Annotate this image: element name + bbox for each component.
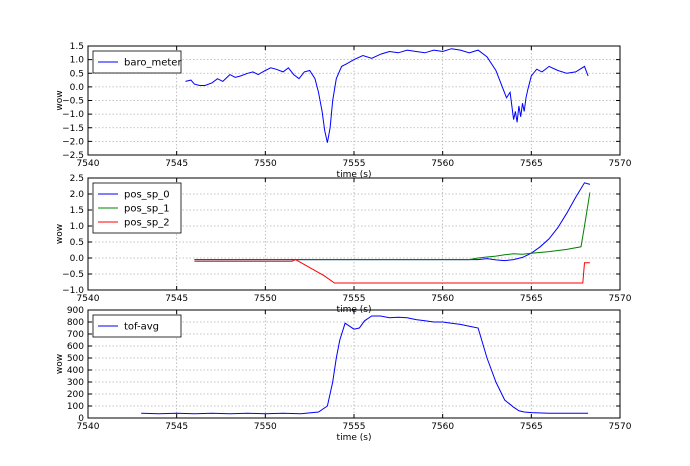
x-tick-label: 7550 (254, 294, 277, 304)
series-line-pos_sp_1 (194, 192, 591, 261)
y-tick-label: −1.0 (62, 286, 84, 296)
y-tick-label: −2.0 (62, 137, 84, 147)
chart-panel-3: 7540 7545 7550 7555 7560 7565 7570 0 100 200 300 40… (55, 306, 632, 443)
x-tick-label: 7555 (343, 422, 366, 432)
y-tick-label: 900 (67, 306, 84, 316)
y-tick-label: 100 (67, 402, 84, 412)
y-axis-label: wow (55, 90, 65, 110)
y-tick-label: 1.0 (70, 222, 85, 232)
y-tick-label: 1.5 (70, 206, 84, 216)
y-tick-label: 700 (67, 330, 84, 340)
y-tick-label: 2.0 (70, 190, 85, 200)
y-tick-label: 1.5 (70, 42, 84, 52)
x-tick-label: 7555 (343, 294, 366, 304)
y-tick-label: −2.5 (62, 151, 84, 161)
x-axis-label: time (s) (337, 170, 372, 180)
series-line-tof-avg (141, 315, 589, 415)
y-tick-label: 400 (67, 366, 84, 376)
y-tick-label: 1.0 (70, 56, 85, 66)
series-line-baro_meter (185, 48, 589, 143)
y-tick-label: 300 (67, 378, 84, 388)
y-tick-label: 600 (67, 342, 84, 352)
x-tick-label: 7545 (165, 294, 188, 304)
y-tick-label: 800 (67, 318, 84, 328)
series-line-pos_sp_2 (194, 259, 590, 284)
x-tick-label: 7550 (254, 422, 277, 432)
x-axis-label: time (s) (337, 433, 372, 443)
x-tick-label: 7545 (165, 422, 188, 432)
y-tick-label: 0 (78, 414, 84, 424)
legend-label-pos_sp_1: pos_sp_1 (124, 204, 170, 215)
y-axis-label: wow (55, 224, 65, 244)
y-tick-label: 2.5 (70, 174, 84, 184)
x-tick-label: 7555 (343, 159, 366, 169)
y-tick-label: −1.0 (62, 110, 84, 120)
y-tick-label: 500 (67, 354, 84, 364)
x-tick-label: 7565 (520, 422, 543, 432)
y-tick-label: 200 (67, 390, 84, 400)
y-tick-label: 0.0 (70, 254, 85, 264)
y-tick-label: 0.5 (70, 69, 84, 79)
x-tick-label: 7570 (609, 159, 632, 169)
y-tick-label: 0.0 (70, 83, 85, 93)
y-tick-label: 0.5 (70, 238, 84, 248)
legend: tof-avg (92, 314, 182, 338)
y-tick-label: −0.5 (62, 97, 84, 107)
legend-label-tof-avg: tof-avg (124, 322, 159, 333)
legend-label-pos_sp_2: pos_sp_2 (124, 218, 170, 229)
chart-panel-2: 7540 7545 7550 7555 7560 7565 7570 −1.0 −0.5 0.0 0… (55, 174, 632, 315)
x-tick-label: 7570 (609, 422, 632, 432)
legend-label-pos_sp_0: pos_sp_0 (124, 190, 170, 201)
x-tick-label: 7560 (431, 422, 454, 432)
legend-box (92, 314, 182, 338)
legend-box (92, 50, 182, 74)
x-tick-label: 7570 (609, 294, 632, 304)
y-axis-label: wow (55, 354, 65, 374)
x-tick-label: 7565 (520, 159, 543, 169)
x-tick-label: 7540 (77, 159, 100, 169)
legend: baro_meter (92, 50, 182, 74)
y-tick-label: −0.5 (62, 270, 84, 280)
x-tick-label: 7545 (165, 159, 188, 169)
x-tick-label: 7560 (431, 294, 454, 304)
x-tick-label: 7560 (431, 159, 454, 169)
x-tick-label: 7540 (77, 294, 100, 304)
series-line-pos_sp_0 (194, 182, 591, 262)
y-tick-label: −1.5 (62, 124, 84, 134)
x-tick-label: 7550 (254, 159, 277, 169)
legend-label-baro_meter: baro_meter (124, 58, 182, 69)
x-tick-label: 7565 (520, 294, 543, 304)
legend: pos_sp_0 pos_sp_1 pos_sp_2 (92, 182, 182, 234)
chart-panel-1: 7540 7545 7550 7555 7560 7565 7570 −2.5 −2.0 −1.5… (55, 42, 632, 180)
x-tick-label: 7540 (77, 422, 100, 432)
